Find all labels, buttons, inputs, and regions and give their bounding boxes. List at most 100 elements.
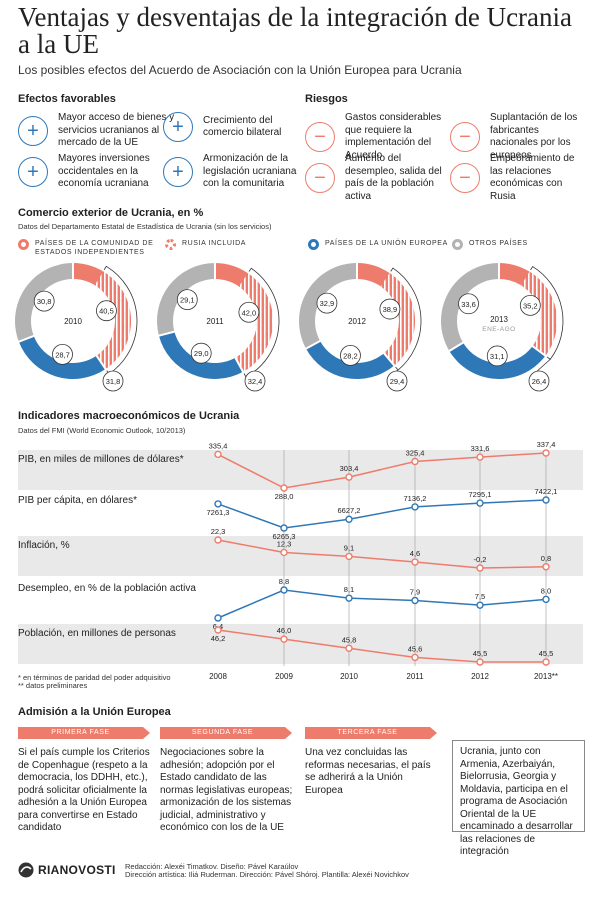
legend-other-marker: [452, 239, 463, 250]
slice-russia: [380, 277, 410, 361]
other-bubble: [458, 293, 479, 315]
cei-bubble: [519, 294, 541, 316]
series-0: 335,4 288,0 303,4 325,4 331,6 337,4: [209, 440, 556, 501]
eu-label: 29,0: [194, 349, 209, 358]
slice-separator: [447, 341, 465, 353]
eastern-partnership-box: Ucrania, junto con Armenia, Azerbaiyán, …: [452, 740, 585, 857]
eu-bubble: [486, 345, 508, 367]
legend-other: OTROS PAÍSES: [452, 239, 528, 250]
phase-tag: PRIMERA FASE: [18, 727, 143, 739]
other-label: 30,8: [37, 297, 52, 306]
year-label: 2011: [406, 672, 424, 681]
data-point: [345, 644, 353, 652]
cei-bubble: [379, 298, 401, 320]
data-point: [345, 594, 353, 602]
slice-separator: [17, 334, 36, 343]
data-point: [214, 536, 222, 544]
data-label: 22,3: [211, 527, 226, 536]
data-label: 7261,3: [207, 508, 230, 517]
russia-label: 31,8: [106, 377, 121, 386]
minus-icon: −: [450, 163, 480, 193]
data-label: 7,9: [410, 588, 420, 597]
series-line: [217, 629, 546, 663]
data-point: [280, 524, 288, 532]
data-point: [214, 450, 222, 459]
donut-year-label: 2012: [348, 317, 366, 326]
russia-bracket: [103, 265, 138, 375]
russia-bracket: [530, 266, 564, 360]
russia-bracket: [390, 267, 422, 371]
legend-cei-marker: [18, 239, 29, 250]
donut-sublabel: ENE-AGO: [482, 326, 515, 333]
data-label: 45,6: [408, 644, 423, 653]
slice-separator: [304, 339, 322, 350]
eu-label: 28,7: [55, 350, 70, 359]
data-point: [542, 449, 550, 457]
data-label: 8,8: [279, 577, 289, 586]
slice-eu: [158, 331, 244, 379]
donut-year-label: 2013: [490, 315, 508, 324]
data-point: [411, 457, 419, 466]
cei-label: 35,2: [523, 301, 538, 310]
donut-2013: 35,2 31,1 33,6 26,4 2013 ENE-AGO: [441, 262, 564, 392]
series-2: 22,3 12,3 9,1 4,6 -0,2 0,8: [211, 527, 551, 572]
data-label: 7136,2: [404, 494, 427, 503]
slice-eu: [449, 342, 546, 379]
data-point: [214, 614, 222, 622]
data-point: [280, 635, 288, 643]
macro-title: Indicadores macroeconómicos de Ucrania: [18, 410, 240, 422]
data-point: [542, 496, 550, 504]
credits-line: Redacción: Alexéi Timatkov. Diseño: Páve…: [125, 862, 299, 871]
other-label: 33,6: [461, 300, 476, 309]
phase-arrow: [143, 727, 150, 739]
indicator-label: Población, en millones de personas: [18, 628, 176, 639]
eu-bubble: [52, 343, 73, 365]
accession-title: Admisión a la Unión Europea: [18, 706, 171, 718]
trade-title: Comercio exterior de Ucrania, en %: [18, 207, 204, 219]
data-point: [345, 552, 353, 561]
phase-text: Una vez concluidas las reformas necesari…: [305, 747, 431, 796]
data-point: [411, 558, 419, 566]
russia-label: 29,4: [390, 377, 405, 386]
data-label: 12,3: [277, 539, 292, 548]
data-point: [280, 586, 288, 594]
year-label: 2009: [275, 672, 293, 681]
legend-russia-marker: [165, 239, 176, 250]
legend-russia: RUSIA INCLUIDA: [165, 239, 246, 250]
eu-label: 28,2: [343, 351, 358, 360]
slice-separator: [233, 356, 245, 374]
data-label: 6265,3: [273, 532, 296, 541]
minus-icon: −: [305, 122, 335, 152]
minus-icon: −: [305, 163, 335, 193]
plus-icon: +: [18, 156, 48, 187]
donut-2011: 42,0 29,0 29,1 32,4 2011: [157, 262, 280, 392]
russia-label: 32,4: [248, 377, 263, 386]
series-1: 7261,3 6265,3 6627,2 7136,2 7295,1 7422,1: [207, 487, 558, 541]
other-label: 32,9: [320, 299, 335, 308]
slice-eu: [18, 335, 106, 379]
data-point: [345, 473, 353, 481]
year-label: 2008: [209, 672, 227, 681]
data-point: [345, 515, 353, 523]
data-label: 303,4: [340, 464, 359, 473]
phase-arrow: [285, 727, 292, 739]
credits-line: Dirección artística: Iliá Ruderman. Dire…: [125, 870, 409, 879]
other-bubble: [316, 292, 338, 314]
data-point: [476, 453, 484, 461]
data-label: 46,0: [277, 626, 292, 635]
slice-russia-outer: [240, 273, 274, 372]
row-band: [18, 624, 583, 664]
slice-other: [299, 263, 357, 349]
phase-text: Negociaciones sobre la adhesión; adopció…: [160, 747, 293, 833]
slice-russia: [94, 276, 125, 365]
macro-source: Datos del FMI (World Economic Outlook, 1…: [18, 426, 186, 435]
phase-tag: TERCERA FASE: [305, 727, 430, 739]
favorable-title: Efectos favorables: [18, 93, 116, 105]
eu-bubble: [340, 344, 361, 366]
risk-item: − Suplantación de los fabricantes nacion…: [450, 112, 585, 162]
risk-item: − Aumento del desempleo, salida del país…: [305, 153, 455, 203]
data-point: [542, 658, 550, 666]
legend-cei: PAÍSES DE LA COMUNIDAD DE ESTADOS INDEPE…: [18, 239, 168, 257]
legend-eu: PAÍSES DE LA UNIÓN EUROPEA: [308, 239, 448, 250]
data-point: [280, 484, 288, 492]
